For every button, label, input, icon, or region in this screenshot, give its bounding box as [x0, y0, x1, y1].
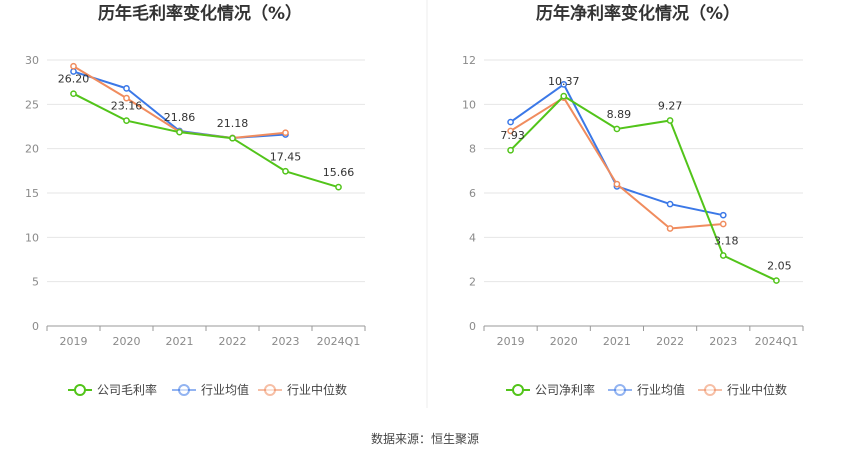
data-point[interactable]	[719, 252, 727, 259]
data-point[interactable]	[560, 92, 568, 100]
data-label: 2.05	[767, 260, 792, 273]
legend-marker	[512, 384, 524, 396]
data-point[interactable]	[560, 81, 568, 88]
series-line-3	[72, 65, 286, 140]
legend-item[interactable]: 行业均值	[608, 382, 685, 397]
data-point[interactable]	[282, 129, 289, 137]
data-point[interactable]	[719, 220, 727, 228]
x-tick-label: 2024Q1	[755, 335, 799, 348]
legend-item[interactable]: 行业均值	[172, 382, 249, 397]
series-line-1	[509, 95, 777, 282]
chart-panel-2: 历年净利率变化情况（%） 0 2 4 6 8 10 12 2019 2020 2021 2022 202…	[462, 3, 804, 397]
data-point[interactable]	[613, 125, 621, 133]
data-label: 23.16	[111, 100, 143, 113]
data-label: 26.20	[58, 73, 90, 86]
data-label: 8.89	[607, 108, 632, 121]
data-point[interactable]	[507, 146, 514, 154]
y-tick-label: 8	[469, 143, 476, 156]
data-label: 21.18	[217, 117, 249, 130]
y-tick-label: 0	[469, 320, 476, 333]
y-tick-label: 12	[462, 54, 476, 67]
legend-label: 行业均值	[201, 382, 249, 397]
y-tick-label: 4	[469, 231, 476, 244]
data-point[interactable]	[666, 117, 674, 124]
data-point[interactable]	[123, 117, 130, 124]
data-point[interactable]	[70, 62, 77, 70]
data-label: 9.27	[658, 100, 683, 113]
data-point[interactable]	[176, 128, 183, 136]
data-label: 15.66	[323, 166, 355, 179]
legend-label: 行业中位数	[727, 382, 787, 397]
y-tick-label: 10	[462, 98, 476, 111]
legend-marker	[178, 384, 190, 396]
data-point[interactable]	[719, 211, 727, 219]
x-tick-label: 2021	[603, 335, 631, 348]
legend-label: 公司净利率	[535, 382, 595, 397]
y-tick-label: 10	[25, 231, 39, 244]
series-line-1	[73, 92, 339, 189]
x-tick-label: 2020	[113, 335, 141, 348]
y-tick-label: 5	[32, 276, 39, 289]
data-label: 10.37	[548, 75, 580, 88]
legend-marker	[704, 384, 716, 396]
y-tick-label: 0	[32, 320, 39, 333]
x-tick-label: 2019	[60, 335, 88, 348]
x-tick-label: 2021	[166, 335, 194, 348]
chart-title: 历年净利率变化情况（%）	[536, 3, 740, 24]
data-label: 17.45	[270, 150, 302, 163]
y-tick-label: 6	[469, 187, 476, 200]
x-tick-label: 2022	[219, 335, 247, 348]
legend-item[interactable]: 公司净利率	[506, 382, 595, 397]
legend-marker	[614, 384, 626, 396]
data-point[interactable]	[229, 134, 236, 142]
x-tick-label: 2019	[497, 335, 525, 348]
legend-item[interactable]: 公司毛利率	[68, 382, 157, 397]
data-point[interactable]	[666, 200, 674, 208]
y-tick-label: 30	[25, 54, 39, 67]
data-label: 3.18	[714, 235, 739, 248]
data-point[interactable]	[773, 277, 780, 284]
data-point[interactable]	[70, 90, 77, 98]
legend-marker	[264, 384, 276, 396]
y-tick-label: 15	[25, 187, 39, 200]
chart-title: 历年毛利率变化情况（%）	[98, 3, 302, 24]
data-point[interactable]	[507, 118, 514, 126]
data-source-text: 数据来源：恒生聚源	[371, 431, 479, 446]
y-tick-label: 20	[25, 143, 39, 156]
data-label: 7.93	[500, 129, 525, 142]
legend-item[interactable]: 行业中位数	[698, 382, 787, 397]
data-point[interactable]	[666, 225, 674, 232]
data-point[interactable]	[282, 167, 289, 175]
y-tick-label: 25	[25, 98, 39, 111]
chart-panel-1: 历年毛利率变化情况（%） 0 5 10 15 20 25 30 2019 2020 2021 2022…	[25, 3, 366, 397]
x-tick-label: 2023	[709, 335, 737, 348]
legend-item[interactable]: 行业中位数	[258, 382, 347, 397]
data-point[interactable]	[335, 183, 342, 191]
x-tick-label: 2023	[272, 335, 300, 348]
data-point[interactable]	[123, 94, 130, 102]
legend-label: 公司毛利率	[97, 382, 157, 397]
y-tick-label: 2	[469, 276, 476, 289]
legend-marker	[74, 384, 86, 396]
x-tick-label: 2020	[550, 335, 578, 348]
data-point[interactable]	[123, 85, 130, 92]
data-point[interactable]	[613, 180, 621, 188]
legend-label: 行业中位数	[287, 382, 347, 397]
data-label: 21.86	[164, 111, 196, 124]
legend-label: 行业均值	[637, 382, 685, 397]
x-tick-label: 2022	[656, 335, 684, 348]
x-tick-label: 2024Q1	[317, 335, 361, 348]
data-point[interactable]	[507, 127, 514, 135]
